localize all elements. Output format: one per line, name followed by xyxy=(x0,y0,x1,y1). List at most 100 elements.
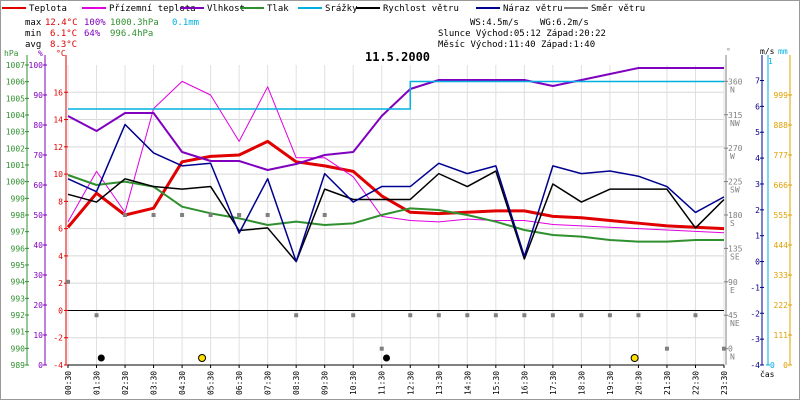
rain-scale-axis-tick-label: 999 xyxy=(774,91,789,100)
x-tick-label: 13:30 xyxy=(435,371,444,395)
min-pressure: 996.4hPa xyxy=(110,29,153,39)
wind-axis-tick-label: 5 xyxy=(755,128,760,137)
series-7-point xyxy=(180,213,185,217)
series-7-point xyxy=(351,313,356,318)
series-7-point xyxy=(522,313,527,318)
legend-label-2: Vlhkost xyxy=(207,4,245,14)
rain-scale-axis-tick-label: 555 xyxy=(774,211,789,220)
x-tick-label: 05:30 xyxy=(207,371,216,395)
humidity-axis-tick-label: 50 xyxy=(33,211,43,220)
rain-scale-axis-tick-label: 111 xyxy=(774,331,789,340)
series-1-line xyxy=(67,80,725,234)
series-7-point xyxy=(379,346,384,351)
moon-marker-1 xyxy=(97,354,105,362)
x-tick-label: 15:30 xyxy=(492,371,501,395)
pressure-axis-tick-label: 994 xyxy=(11,278,26,287)
pressure-axis-tick-label: 993 xyxy=(11,294,26,303)
series-6-line xyxy=(67,123,725,263)
series-7-point xyxy=(579,313,584,318)
series-7-point xyxy=(123,213,128,217)
temperature-axis-tick-label: 0 xyxy=(58,306,63,315)
wind-gust-summary: WG:6.2m/s xyxy=(540,18,589,28)
series-0-line xyxy=(66,139,725,231)
direction-axis-tick-label: 270 xyxy=(728,144,743,153)
chart-legend: Teplota Přízemní teplota Vlhkost Tlak Srážky… xyxy=(2,4,645,14)
direction-axis-tick-label: 360 xyxy=(728,77,743,86)
legend-label-6: Náraz větru xyxy=(503,4,563,14)
wind-axis-tick-label: -4 xyxy=(750,361,760,370)
x-tick-label: 04:30 xyxy=(178,371,187,395)
x-tick-label: 20:30 xyxy=(634,371,643,395)
temperature-axis-tick-label: 14 xyxy=(53,116,63,125)
direction-axis-tick-label: 315 xyxy=(728,111,743,120)
direction-compass-label: S xyxy=(730,219,735,228)
direction-compass-label: E xyxy=(730,286,735,295)
sun-marker-1 xyxy=(630,354,639,362)
x-tick-label: 14:30 xyxy=(463,371,472,395)
direction-axis-tick-label: 90 xyxy=(728,278,738,287)
series-5-line xyxy=(67,170,725,263)
direction-compass-label: SE xyxy=(730,252,740,261)
rain-scale-axis-tick-label: 777 xyxy=(774,151,789,160)
pressure-axis-tick-label: 1003 xyxy=(6,128,25,137)
series-7-point xyxy=(66,279,70,284)
pressure-axis-tick-label: 1000 xyxy=(6,178,25,187)
series-7-point xyxy=(722,346,726,351)
series-7-point xyxy=(550,313,555,318)
temperature-axis-tick-label: -4 xyxy=(53,361,63,370)
pressure-axis-tick-label: 999 xyxy=(11,194,26,203)
temperature-axis-tick-label: -2 xyxy=(53,334,63,343)
pressure-axis-tick-label: 995 xyxy=(11,261,26,270)
x-tick-label: 21:30 xyxy=(663,371,672,395)
rain-axis-a-tick-label: 0 xyxy=(770,361,775,370)
max-pressure: 1000.3hPa xyxy=(110,18,159,28)
legend-label-0: Teplota xyxy=(29,4,67,14)
wind-axis-tick-label: 4 xyxy=(755,154,760,163)
rain-scale-axis-tick-label: 444 xyxy=(774,241,789,250)
time-axis-label: čas xyxy=(760,369,775,379)
x-tick-label: 07:30 xyxy=(264,371,273,395)
max-rain: 0.1mm xyxy=(172,18,199,28)
chart-series xyxy=(66,67,726,351)
legend-label-5: Rychlost větru xyxy=(383,4,459,14)
chart-date: 11.5.2000 xyxy=(365,50,430,64)
direction-axis-tick-label: 225 xyxy=(728,178,743,187)
humidity-axis-tick-label: 10 xyxy=(33,331,43,340)
wind-axis-tick-label: -1 xyxy=(750,283,760,292)
series-7-point xyxy=(607,313,612,318)
direction-axis-tick-label: 45 xyxy=(728,311,738,320)
x-axis-ticks: 00:30 01:30 02:30 03:30 04:30 05:30 06:30 07:30… xyxy=(64,364,729,395)
x-tick-label: 22:30 xyxy=(691,371,700,395)
direction-compass-label: N xyxy=(730,353,735,362)
x-tick-label: 18:30 xyxy=(577,371,586,395)
humidity-axis-tick-label: 70 xyxy=(33,151,43,160)
pressure-axis-tick-label: 996 xyxy=(11,244,26,253)
series-7-point xyxy=(664,346,669,351)
series-7-point xyxy=(465,313,470,318)
legend-label-3: Tlak xyxy=(267,4,289,14)
moon-times: Měsíc Východ:11:40 Západ:1:40 xyxy=(438,40,595,50)
pressure-axis-tick-label: 990 xyxy=(11,344,26,353)
series-7-point xyxy=(322,213,327,217)
temperature-unit: °C xyxy=(56,49,66,58)
temperature-axis-tick-label: 12 xyxy=(53,143,63,152)
wind-axis-tick-label: 2 xyxy=(755,206,760,215)
rain-scale-axis-tick-label: 888 xyxy=(774,121,789,130)
series-7-point xyxy=(208,213,213,217)
max-humidity: 100% xyxy=(84,18,106,28)
x-tick-label: 19:30 xyxy=(606,371,615,395)
min-label: min xyxy=(25,29,41,39)
sun-moon-markers xyxy=(97,354,639,362)
temperature-axis-tick-label: 16 xyxy=(53,88,63,97)
pressure-axis-tick-label: 989 xyxy=(11,361,26,370)
humidity-axis-tick-label: 90 xyxy=(33,91,43,100)
temperature-axis-tick-label: 10 xyxy=(53,170,63,179)
x-tick-label: 23:30 xyxy=(720,371,729,395)
humidity-axis-tick-label: 80 xyxy=(33,121,43,130)
rain-unit: mm xyxy=(778,47,788,56)
legend-label-4: Srážky xyxy=(325,4,358,14)
chart-axes: 9899909919929939949959969979989991000100… xyxy=(6,55,792,370)
pressure-axis-tick-label: 1006 xyxy=(6,78,25,87)
wind-unit: m/s xyxy=(760,47,775,56)
wind-axis-tick-label: 7 xyxy=(755,77,760,86)
